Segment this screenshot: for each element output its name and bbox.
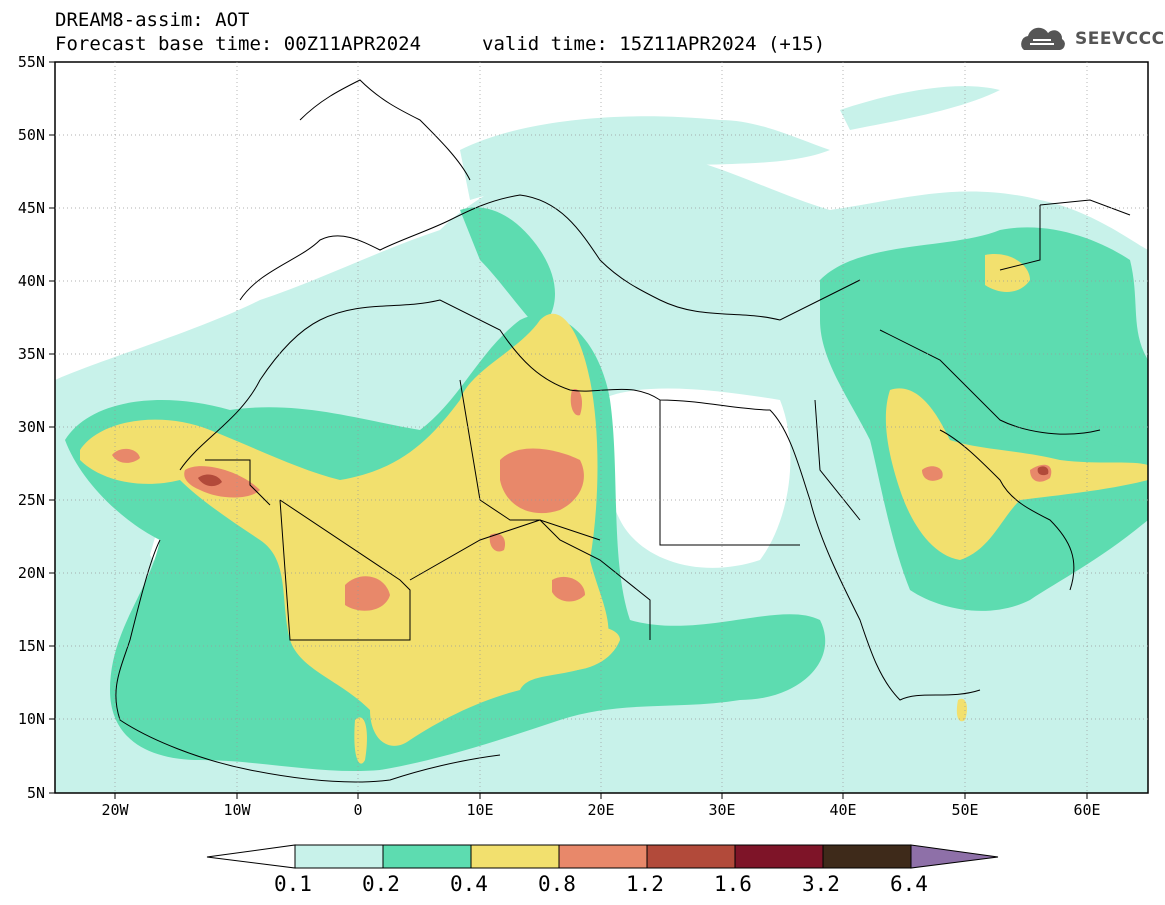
colorbar-segment <box>558 844 648 869</box>
forecast-base-time: Forecast base time: 00Z11APR2024 <box>55 33 422 55</box>
lat-label: 55N <box>18 53 45 71</box>
lat-label: 30N <box>18 418 45 436</box>
lon-label: 0 <box>353 801 362 819</box>
longitude-labels: 20W 10W 0 10E 20E 30E 40E 50E 60E <box>101 801 1100 819</box>
lat-label: 20N <box>18 564 45 582</box>
lon-label: 60E <box>1073 801 1100 819</box>
lat-label: 40N <box>18 272 45 290</box>
lat-label: 10N <box>18 710 45 728</box>
logo-text: SEEVCCC <box>1075 29 1165 49</box>
map-title: DREAM8-assim: AOT <box>55 9 250 31</box>
colorbar-segment <box>822 844 912 869</box>
colorbar-label: 0.4 <box>450 872 488 896</box>
colorbar-label: 0.2 <box>362 872 400 896</box>
lat-label: 45N <box>18 199 45 217</box>
colorbar-high-arrow <box>910 844 999 869</box>
colorbar-segment <box>382 844 472 869</box>
cloud-icon <box>1021 27 1065 50</box>
lat-label: 15N <box>18 637 45 655</box>
colorbar-label: 0.1 <box>274 872 312 896</box>
colorbar-segment <box>646 844 736 869</box>
colorbar-label: 3.2 <box>802 872 840 896</box>
country-borders <box>115 79 1131 783</box>
colorbar-label: 6.4 <box>890 872 928 896</box>
valid-time: valid time: 15Z11APR2024 (+15) <box>482 33 826 55</box>
lon-label: 20E <box>587 801 614 819</box>
aot-field <box>55 86 1148 793</box>
colorbar-segment <box>294 844 384 869</box>
colorbar <box>206 844 999 869</box>
lon-label: 10W <box>223 801 251 819</box>
lon-label: 30E <box>708 801 735 819</box>
lon-label: 40E <box>829 801 856 819</box>
colorbar-segment <box>734 844 824 869</box>
tick-marks <box>49 61 1088 799</box>
colorbar-segment <box>470 844 560 869</box>
lat-label: 25N <box>18 491 45 509</box>
colorbar-label: 1.2 <box>626 872 664 896</box>
lon-label: 10E <box>466 801 493 819</box>
lat-label: 5N <box>27 784 45 802</box>
colorbar-low-arrow <box>206 844 296 869</box>
lon-label: 50E <box>951 801 978 819</box>
lat-label: 35N <box>18 345 45 363</box>
colorbar-label: 1.6 <box>714 872 752 896</box>
latitude-labels: 55N 50N 45N 40N 35N 30N 25N 20N 15N 10N … <box>18 53 45 802</box>
lon-label: 20W <box>101 801 129 819</box>
lat-label: 50N <box>18 126 45 144</box>
colorbar-label: 0.8 <box>538 872 576 896</box>
